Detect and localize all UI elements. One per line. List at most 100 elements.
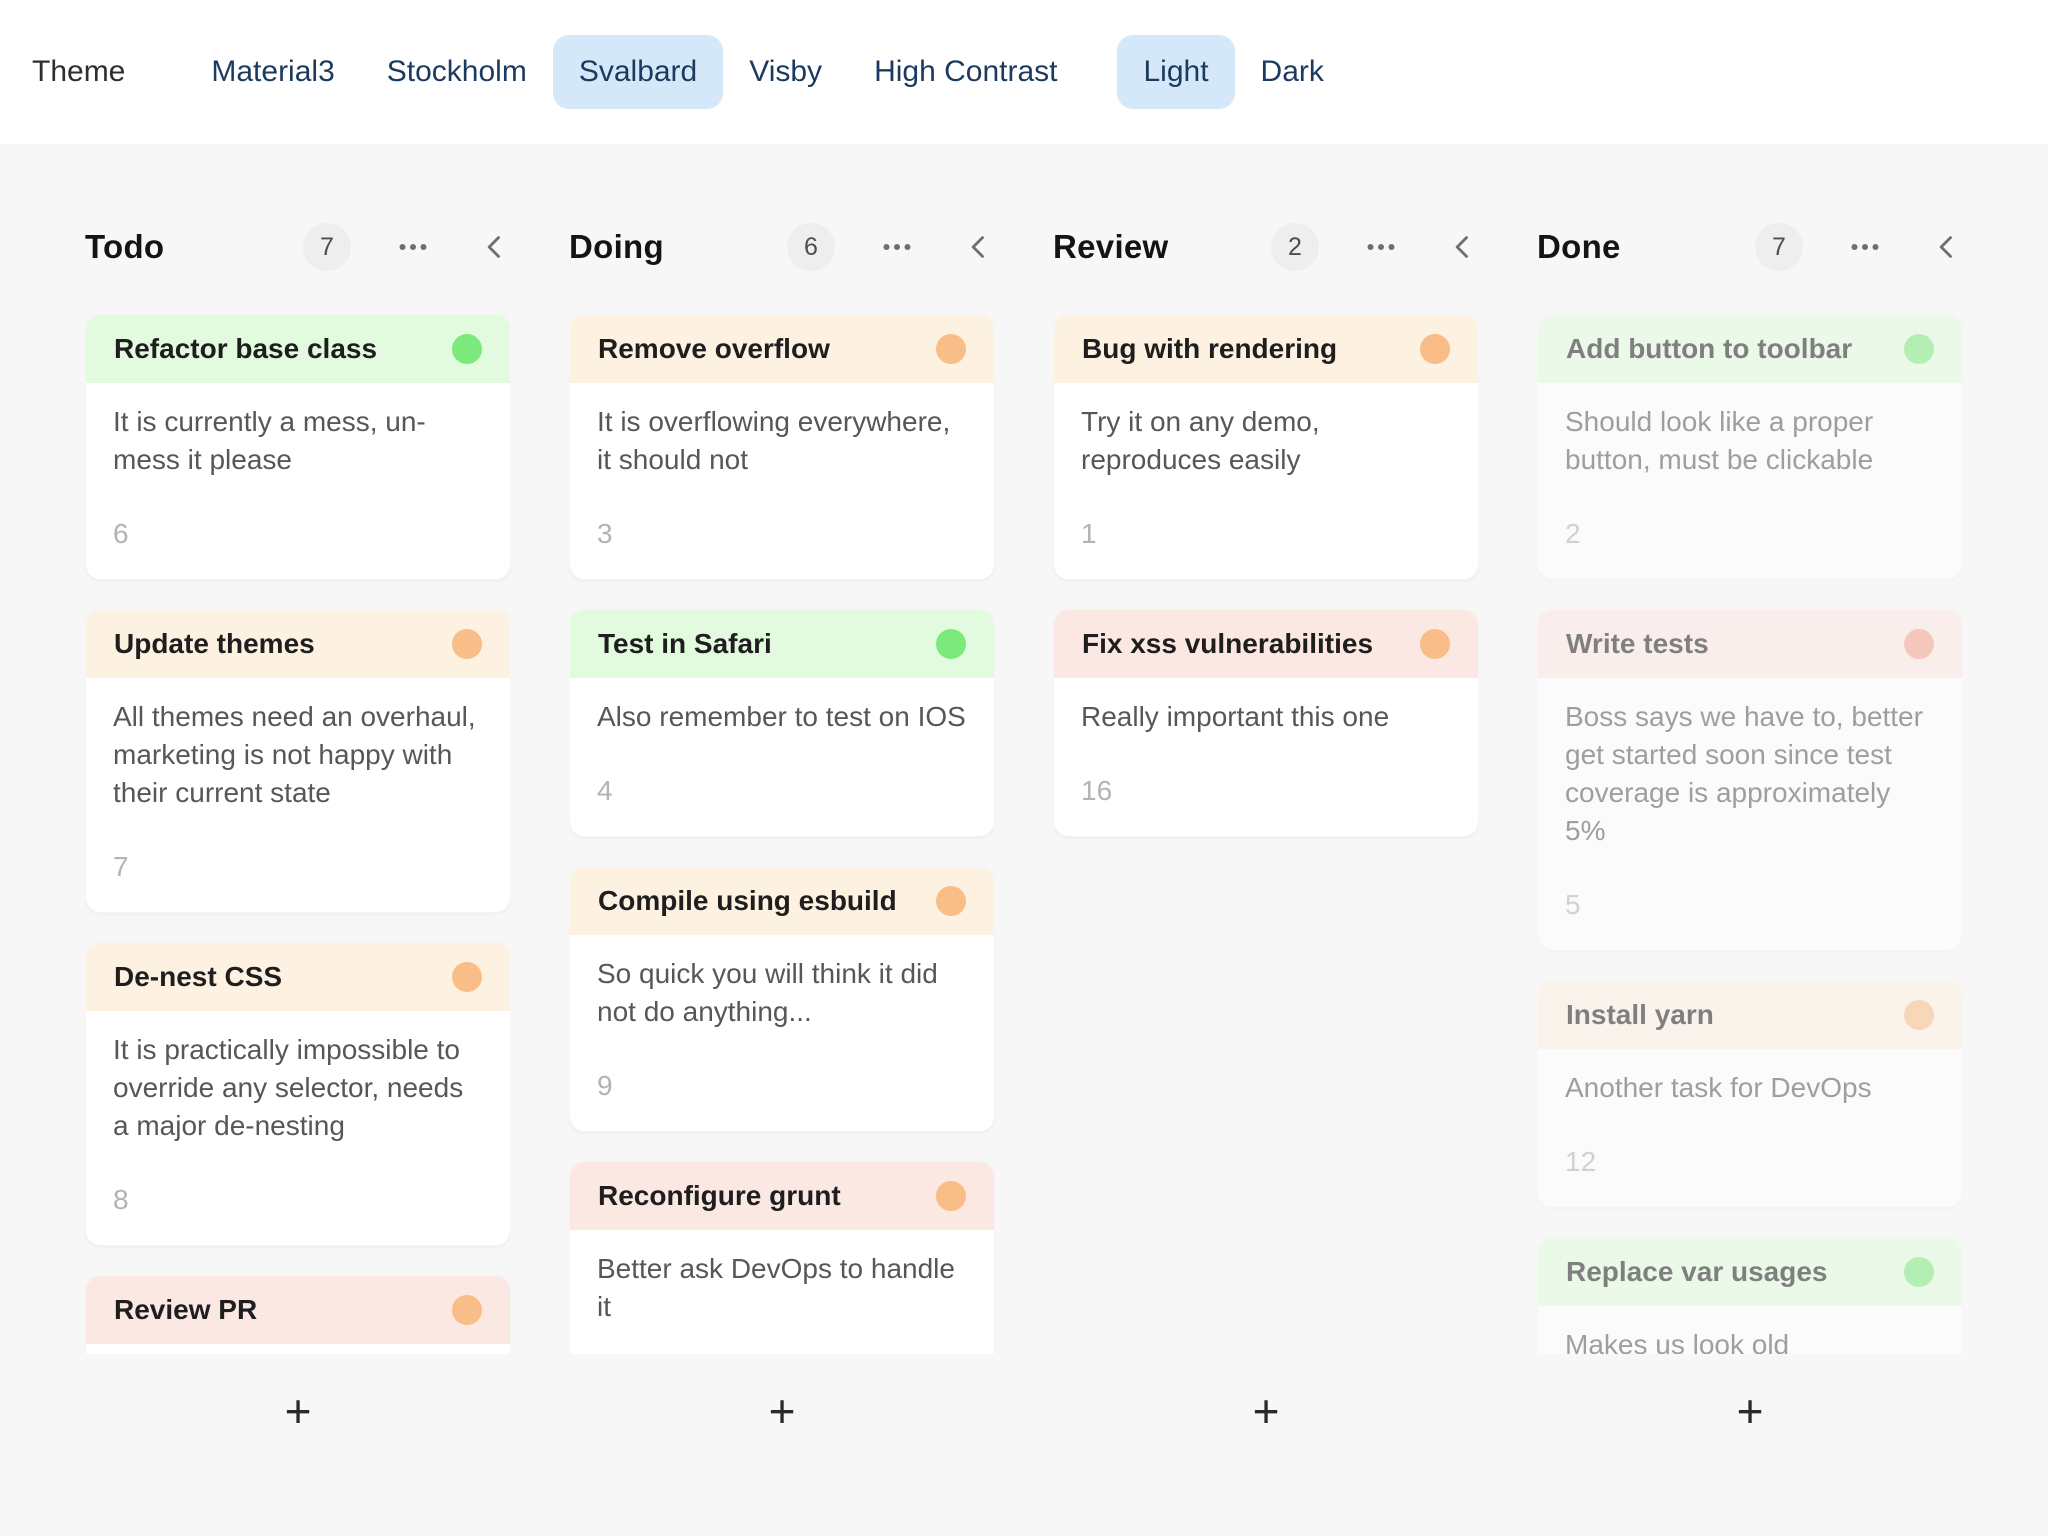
- card-number: 3: [597, 518, 613, 549]
- card-body: All themes need an overhaul, marketing i…: [86, 678, 510, 912]
- card-description: It is overflowing everywhere, it should …: [597, 406, 951, 475]
- card-title: De-nest CSS: [114, 961, 283, 992]
- kanban-card[interactable]: Test in Safari Also remember to test on …: [569, 609, 995, 837]
- kanban-card[interactable]: Reconfigure grunt Better ask DevOps to h…: [569, 1161, 995, 1354]
- column-header: Todo 7: [85, 222, 511, 272]
- card-title: Add button to toolbar: [1566, 333, 1853, 364]
- kanban-card[interactable]: Update themes All themes need an overhau…: [85, 609, 511, 913]
- card-header: Remove overflow: [570, 315, 994, 383]
- kanban-column-doing: Doing 6 Remove overflow It is overflowin…: [569, 222, 995, 1440]
- column-title: Done: [1537, 228, 1621, 265]
- card-number: 16: [1081, 775, 1113, 806]
- collapse-column-button[interactable]: [1933, 233, 1961, 261]
- mode-option-dark[interactable]: Dark: [1235, 35, 1350, 109]
- column-count-badge: 6: [787, 223, 835, 271]
- card-body: Makes us look old: [1538, 1306, 1962, 1354]
- column-menu-button[interactable]: [1847, 229, 1883, 265]
- status-dot-icon: [1420, 629, 1450, 659]
- card-description: Boss says we have to, better get started…: [1565, 701, 1923, 846]
- card-title: Review PR: [114, 1294, 258, 1325]
- card-list: Bug with rendering Try it on any demo, r…: [1053, 314, 1479, 1354]
- card-description: All themes need an overhaul, marketing i…: [113, 701, 476, 808]
- card-description: Should look like a proper button, must b…: [1565, 406, 1874, 475]
- status-dot-icon: [1904, 334, 1934, 364]
- card-header: Write tests: [1538, 610, 1962, 678]
- collapse-column-button[interactable]: [965, 233, 993, 261]
- kanban-card[interactable]: Replace var usages Makes us look old: [1537, 1237, 1963, 1354]
- column-header: Doing 6: [569, 222, 995, 272]
- column-header: Done 7: [1537, 222, 1963, 272]
- kanban-column-done: Done 7 Add button to toolbar Should look…: [1537, 222, 1963, 1440]
- card-description: Also remember to test on IOS: [597, 701, 966, 732]
- status-dot-icon: [1904, 1000, 1934, 1030]
- add-card-row: +: [569, 1382, 995, 1440]
- card-body: Really important this one 16: [1054, 678, 1478, 836]
- kanban-card[interactable]: Remove overflow It is overflowing everyw…: [569, 314, 995, 580]
- column-menu-button[interactable]: [1363, 229, 1399, 265]
- status-dot-icon: [936, 334, 966, 364]
- card-number: 5: [1565, 889, 1581, 920]
- kanban-card[interactable]: Install yarn Another task for DevOps 12: [1537, 980, 1963, 1208]
- card-number: 7: [113, 851, 129, 882]
- card-title: Compile using esbuild: [598, 885, 897, 916]
- card-list: Refactor base class It is currently a me…: [85, 314, 511, 1354]
- add-card-button[interactable]: +: [1717, 1382, 1784, 1440]
- card-list: Add button to toolbar Should look like a…: [1537, 314, 1963, 1354]
- card-description: Really important this one: [1081, 701, 1390, 732]
- kanban-card[interactable]: Add button to toolbar Should look like a…: [1537, 314, 1963, 580]
- status-dot-icon: [452, 962, 482, 992]
- chevron-left-icon: [1933, 233, 1961, 261]
- theme-option-visby[interactable]: Visby: [723, 35, 848, 109]
- column-menu-button[interactable]: [395, 229, 431, 265]
- theme-option-stockholm[interactable]: Stockholm: [361, 35, 553, 109]
- theme-option-material3[interactable]: Material3: [185, 35, 360, 109]
- kanban-board: Todo 7 Refactor base class It is current…: [0, 144, 2048, 1440]
- card-header: Add button to toolbar: [1538, 315, 1962, 383]
- ellipsis-icon: [879, 229, 915, 265]
- add-card-button[interactable]: +: [1233, 1382, 1300, 1440]
- column-count-badge: 7: [1755, 223, 1803, 271]
- column-count-badge: 2: [1271, 223, 1319, 271]
- collapse-column-button[interactable]: [481, 233, 509, 261]
- card-body: Boss says we have to, better get started…: [1538, 678, 1962, 950]
- card-header: De-nest CSS: [86, 943, 510, 1011]
- status-dot-icon: [452, 1295, 482, 1325]
- card-header: Install yarn: [1538, 981, 1962, 1049]
- collapse-column-button[interactable]: [1449, 233, 1477, 261]
- kanban-card[interactable]: Write tests Boss says we have to, better…: [1537, 609, 1963, 951]
- kanban-card[interactable]: Refactor base class It is currently a me…: [85, 314, 511, 580]
- theme-option-high-contrast[interactable]: High Contrast: [848, 35, 1083, 109]
- card-body: Another task for DevOps 12: [1538, 1049, 1962, 1207]
- add-card-button[interactable]: +: [749, 1382, 816, 1440]
- card-header: Refactor base class: [86, 315, 510, 383]
- card-header: Bug with rendering: [1054, 315, 1478, 383]
- card-number: 1: [1081, 518, 1097, 549]
- card-body: Should look like a proper button, must b…: [1538, 383, 1962, 579]
- card-description: It is currently a mess, un-mess it pleas…: [113, 406, 426, 475]
- card-body: So quick you will think it did not do an…: [570, 935, 994, 1131]
- kanban-card[interactable]: Bug with rendering Try it on any demo, r…: [1053, 314, 1479, 580]
- card-number: 12: [1565, 1146, 1597, 1177]
- card-body: It is currently a mess, un-mess it pleas…: [86, 383, 510, 579]
- mode-option-light[interactable]: Light: [1117, 35, 1235, 109]
- card-title: Bug with rendering: [1082, 333, 1338, 364]
- kanban-column-review: Review 2 Bug with rendering Try it on an…: [1053, 222, 1479, 1440]
- chevron-left-icon: [481, 233, 509, 261]
- card-title: Reconfigure grunt: [598, 1180, 841, 1211]
- kanban-card[interactable]: Review PR: [85, 1275, 511, 1354]
- theme-option-svalbard[interactable]: Svalbard: [552, 35, 724, 109]
- card-body: It is practically impossible to override…: [86, 1011, 510, 1245]
- kanban-card[interactable]: Fix xss vulnerabilities Really important…: [1053, 609, 1479, 837]
- card-header: Review PR: [86, 1276, 510, 1344]
- column-menu-button[interactable]: [879, 229, 915, 265]
- add-card-button[interactable]: +: [265, 1382, 332, 1440]
- status-dot-icon: [936, 1181, 966, 1211]
- card-number: 6: [113, 518, 129, 549]
- ellipsis-icon: [1847, 229, 1883, 265]
- card-title: Update themes: [114, 628, 315, 659]
- kanban-card[interactable]: Compile using esbuild So quick you will …: [569, 866, 995, 1132]
- kanban-card[interactable]: De-nest CSS It is practically impossible…: [85, 942, 511, 1246]
- card-header: Compile using esbuild: [570, 867, 994, 935]
- column-title: Doing: [569, 228, 664, 265]
- card-header: Update themes: [86, 610, 510, 678]
